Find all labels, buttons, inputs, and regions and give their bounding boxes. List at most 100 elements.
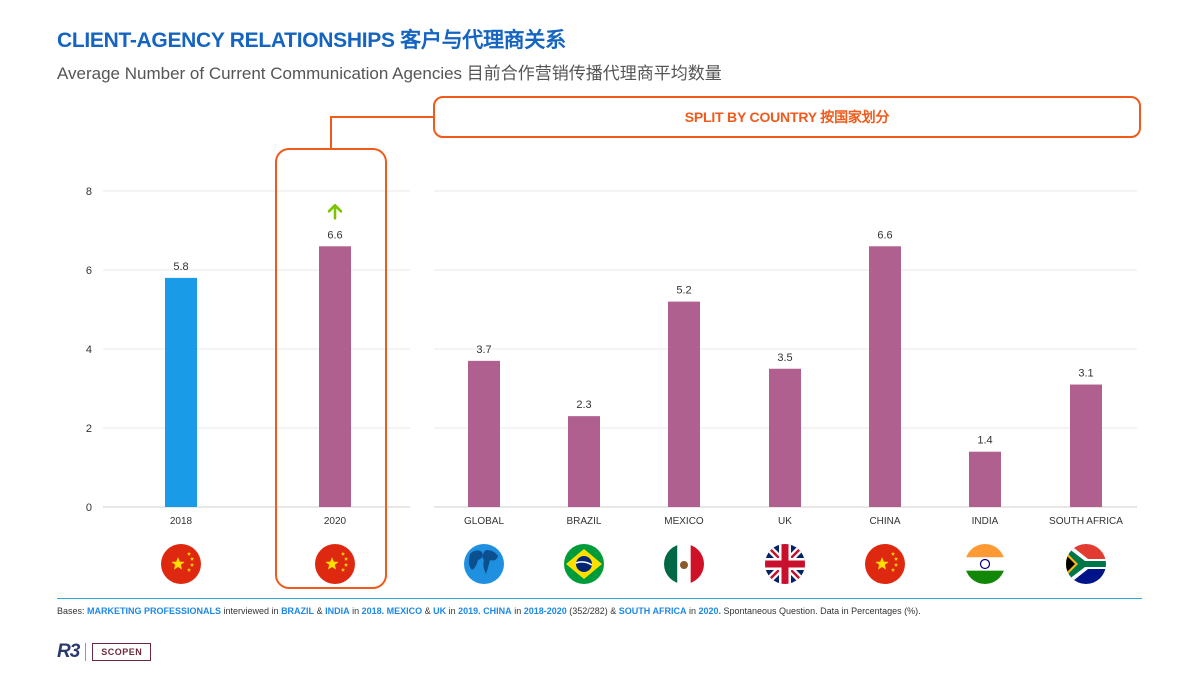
flag-star xyxy=(343,556,349,561)
flag-star xyxy=(171,557,185,570)
connector-line xyxy=(330,116,332,149)
footnote-text: & xyxy=(314,606,326,616)
flag-stripe xyxy=(965,570,1005,584)
data-label: 6.6 xyxy=(877,229,892,241)
bar-india xyxy=(969,451,1001,507)
footnote-highlight: 2018-2020 xyxy=(523,606,567,616)
footnote-text: Spontaneous Question. Data in Percentage… xyxy=(721,606,921,616)
footnote-text: in xyxy=(511,606,524,616)
india-flag-icon xyxy=(965,544,1005,584)
footnote: Bases: MARKETING PROFESSIONALS interview… xyxy=(57,606,921,616)
flag-chakra xyxy=(979,558,991,570)
r3-logo: R3 xyxy=(57,641,80,662)
bar-2018 xyxy=(165,277,197,507)
logo-divider xyxy=(85,643,87,661)
flag-band xyxy=(575,561,593,566)
x-tick-label: CHINA xyxy=(869,516,900,527)
scopen-logo: SCOPEN xyxy=(92,643,152,661)
south-africa-flag-icon xyxy=(1066,544,1106,584)
y-tick-label: 2 xyxy=(86,423,92,435)
flag-cross-red xyxy=(765,560,805,568)
footnote-text: (352/282) & xyxy=(566,606,619,616)
flag-star xyxy=(890,567,896,572)
flag-emblem xyxy=(680,561,688,569)
globe-land xyxy=(482,550,498,574)
bar-south-africa xyxy=(1070,384,1102,507)
page-subtitle: Average Number of Current Communication … xyxy=(57,64,722,83)
flag-star xyxy=(875,557,889,570)
flag-pall xyxy=(1066,545,1106,583)
bar-china xyxy=(869,246,901,508)
flag-star xyxy=(340,567,346,572)
flag-stripe xyxy=(664,544,678,584)
connector-line xyxy=(330,116,434,118)
data-label: 5.2 xyxy=(676,285,691,297)
footnote-highlight: MARKETING PROFESSIONALS xyxy=(87,606,222,616)
footer-logos: R3 SCOPEN xyxy=(57,641,152,663)
data-label: 6.6 xyxy=(327,229,342,241)
split-by-country-callout: SPLIT BY COUNTRY 按国家划分 xyxy=(433,96,1141,138)
bar-2020 xyxy=(319,246,351,508)
flag-star xyxy=(325,557,339,570)
flag-star xyxy=(340,551,346,556)
footnote-highlight: UK xyxy=(433,606,447,616)
flag-star xyxy=(893,562,899,567)
y-tick-label: 6 xyxy=(86,265,92,277)
china-flag-icon xyxy=(161,544,201,584)
footnote-text: Bases: xyxy=(57,606,88,616)
china-flag-icon xyxy=(315,544,355,584)
flag-globe xyxy=(576,556,592,572)
flag-star xyxy=(186,567,192,572)
footnote-text: in xyxy=(446,606,459,616)
x-tick-label: GLOBAL xyxy=(464,516,504,527)
flag-star xyxy=(890,551,896,556)
globe-icon xyxy=(464,544,504,584)
footnote-highlight: 2020. xyxy=(698,606,721,616)
y-tick-label: 8 xyxy=(86,186,92,198)
y-tick-label: 4 xyxy=(86,344,92,356)
footnote-text: interviewed in xyxy=(221,606,282,616)
x-tick-label: BRAZIL xyxy=(566,516,601,527)
up-arrow-stroke xyxy=(327,204,343,220)
globe-land xyxy=(468,550,483,570)
bar-brazil xyxy=(568,416,600,507)
footnote-text: in xyxy=(686,606,699,616)
footnote-highlight: INDIA xyxy=(325,606,350,616)
data-label: 2.3 xyxy=(576,399,591,411)
page-title: CLIENT-AGENCY RELATIONSHIPS 客户与代理商关系 xyxy=(57,29,566,52)
bar-mexico xyxy=(668,301,700,507)
x-tick-label: SOUTH AFRICA xyxy=(1049,516,1123,527)
x-tick-label: 2020 xyxy=(324,516,347,527)
data-label: 5.8 xyxy=(173,261,188,273)
x-tick-label: 2018 xyxy=(170,516,193,527)
footer-divider xyxy=(57,598,1142,599)
footnote-text: in xyxy=(349,606,362,616)
x-tick-label: MEXICO xyxy=(664,516,704,527)
flag-star xyxy=(893,556,899,561)
flag-stripe xyxy=(690,544,704,584)
x-tick-label: INDIA xyxy=(972,516,999,527)
data-label: 3.7 xyxy=(476,344,491,356)
footnote-highlight: SOUTH AFRICA xyxy=(618,606,687,616)
brazil-flag-icon xyxy=(564,544,604,584)
flag-star xyxy=(189,562,195,567)
china-flag-icon xyxy=(865,544,905,584)
data-label: 1.4 xyxy=(977,435,992,447)
x-tick-label: UK xyxy=(778,516,792,527)
flag-star xyxy=(343,562,349,567)
flag-stripe xyxy=(965,544,1005,558)
split-by-country-label: SPLIT BY COUNTRY 按国家划分 xyxy=(684,109,890,125)
highlight-2020-box xyxy=(275,148,387,589)
footnote-highlight: 2019. CHINA xyxy=(458,606,512,616)
up-arrow-icon xyxy=(327,204,343,220)
flag-star xyxy=(186,551,192,556)
bar-uk xyxy=(769,368,801,507)
footnote-highlight: BRAZIL xyxy=(281,606,315,616)
data-label: 3.5 xyxy=(777,352,792,364)
data-label: 3.1 xyxy=(1078,368,1093,380)
bar-global xyxy=(468,360,500,507)
footnote-text: & xyxy=(422,606,434,616)
flag-stripe xyxy=(965,557,1005,571)
mexico-flag-icon xyxy=(664,544,704,584)
